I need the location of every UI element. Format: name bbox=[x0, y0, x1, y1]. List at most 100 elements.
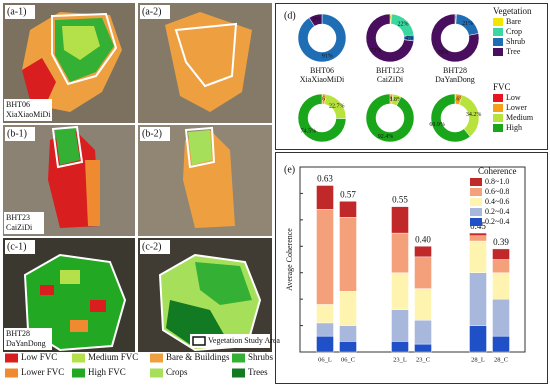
panel-label: (b-1) bbox=[7, 128, 27, 139]
bar-segment bbox=[414, 246, 432, 258]
x-tick-label: 28_C bbox=[494, 356, 508, 363]
data-label: 1% bbox=[387, 16, 395, 22]
total-label: 0.63 bbox=[317, 174, 333, 184]
legend-swatch bbox=[192, 336, 206, 346]
map-patch bbox=[25, 255, 125, 350]
legend-label: Shrub bbox=[506, 37, 525, 46]
bar-segment bbox=[469, 325, 487, 353]
data-label: 21% bbox=[462, 21, 473, 27]
label-box bbox=[140, 5, 170, 19]
legend-title: Vegetation bbox=[493, 6, 532, 16]
map-patch bbox=[90, 300, 106, 312]
legend-swatch bbox=[493, 18, 503, 26]
map-patch bbox=[62, 26, 100, 60]
legend-swatch bbox=[150, 368, 163, 378]
legend-label: Vegetation Study Area bbox=[208, 336, 280, 345]
plot-frame bbox=[299, 166, 526, 353]
data-label: 1.9% bbox=[385, 96, 398, 102]
bar-segment bbox=[391, 232, 409, 273]
legend-swatch bbox=[493, 124, 503, 132]
data-label: 1% bbox=[452, 16, 460, 22]
legend-swatch bbox=[493, 114, 503, 122]
study-outline bbox=[174, 22, 238, 88]
x-tick-label: 23_C bbox=[416, 356, 430, 363]
label-box bbox=[140, 127, 170, 141]
legend-swatch bbox=[150, 353, 163, 363]
legend-label: Bare & Buildings bbox=[166, 352, 230, 362]
map-patch bbox=[165, 12, 252, 112]
bar-segment bbox=[469, 235, 487, 242]
site-place: DaYanDong bbox=[6, 339, 46, 348]
bar-segment bbox=[414, 256, 432, 289]
y-axis-title: Average Coherence bbox=[285, 228, 294, 291]
map-patch bbox=[188, 130, 212, 165]
site-place: DaYanDong bbox=[435, 75, 475, 84]
data-label: 4.6% bbox=[452, 97, 465, 103]
x-tick-label: 06_L bbox=[318, 356, 332, 363]
legend-label: High bbox=[506, 123, 522, 132]
donut-slice bbox=[297, 13, 347, 63]
map-patch bbox=[22, 58, 56, 106]
bar-segment bbox=[414, 320, 432, 345]
data-label: 60.9% bbox=[429, 122, 445, 128]
total-label: 0.57 bbox=[340, 189, 356, 199]
legend-label: Lower FVC bbox=[21, 367, 64, 377]
bar-segment bbox=[316, 335, 334, 353]
panel-label: (b-2) bbox=[142, 128, 162, 139]
label-box bbox=[4, 328, 52, 350]
legend-swatch bbox=[72, 353, 85, 363]
legend-label: 0.6~0.8 bbox=[485, 187, 509, 196]
bar-segment bbox=[316, 185, 334, 210]
data-label: 78% bbox=[437, 50, 448, 56]
bar-segment bbox=[391, 206, 409, 234]
legend-swatch bbox=[232, 368, 245, 378]
data-label: 91% bbox=[322, 54, 333, 60]
panel-label: (d) bbox=[284, 10, 296, 21]
bar-segment bbox=[469, 272, 487, 326]
bar-segment bbox=[316, 209, 334, 305]
total-label: 0.39 bbox=[493, 237, 509, 247]
study-outline bbox=[51, 12, 118, 86]
data-label: 34.2% bbox=[466, 112, 482, 118]
x-tick-label: 06_C bbox=[341, 356, 355, 363]
map-patch bbox=[55, 128, 80, 165]
panel-frame bbox=[275, 3, 548, 150]
legend-swatch bbox=[470, 208, 482, 216]
legend-label: Low bbox=[506, 93, 521, 102]
panel-label: (c-1) bbox=[7, 241, 26, 252]
legend-label: Medium bbox=[506, 113, 534, 122]
bar-segment bbox=[469, 240, 487, 273]
label-box bbox=[140, 240, 170, 254]
total-label: 0.45 bbox=[470, 221, 486, 231]
donut-slice bbox=[430, 93, 471, 143]
donut-slice bbox=[308, 13, 323, 27]
legend-swatch bbox=[5, 353, 18, 363]
bar-segment bbox=[492, 272, 510, 300]
site-place: XiaXiaoMiDi bbox=[300, 75, 345, 84]
bar-segment bbox=[492, 335, 510, 353]
map-patch bbox=[70, 320, 88, 332]
site-place: CaiZiDi bbox=[6, 223, 33, 232]
site-label: BHT28 bbox=[6, 329, 30, 338]
panel-label: (a-2) bbox=[142, 6, 161, 17]
legend-swatch bbox=[493, 28, 503, 36]
bar-segment bbox=[469, 232, 487, 236]
study-outline bbox=[51, 125, 84, 169]
legend-swatch bbox=[470, 198, 482, 206]
legend-label: Shrubs bbox=[248, 352, 274, 362]
data-label: 4% bbox=[405, 35, 413, 41]
data-label: 2.6% bbox=[318, 96, 331, 102]
bar-segment bbox=[414, 343, 432, 353]
site-label: BHT23 bbox=[6, 213, 30, 222]
bar-segment bbox=[316, 304, 334, 324]
legend-swatch bbox=[5, 368, 18, 378]
label-box bbox=[4, 99, 52, 121]
label-box bbox=[5, 127, 35, 141]
legend-label: Lower bbox=[506, 103, 527, 112]
panel-label: (a-1) bbox=[7, 6, 26, 17]
bar-segment bbox=[339, 217, 357, 292]
site-place: CaiZiDi bbox=[377, 75, 404, 84]
bar-segment bbox=[391, 272, 409, 310]
